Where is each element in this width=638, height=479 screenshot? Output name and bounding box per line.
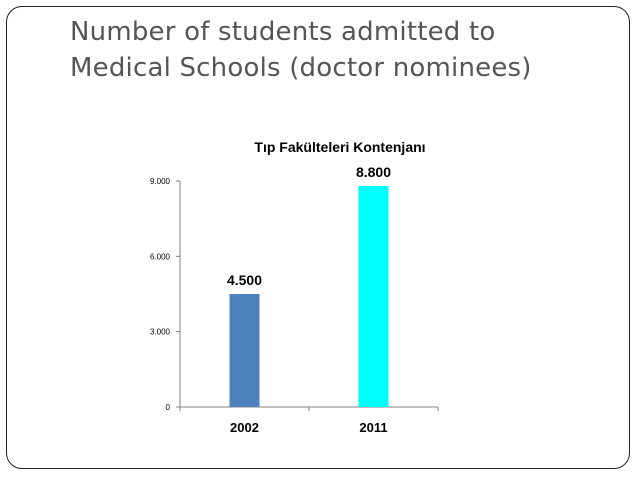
x-tick-label: 2011 xyxy=(359,420,387,435)
y-axis: 0 3.000 6.000 9.000 xyxy=(150,177,181,412)
slide-title-line-1: Number of students admitted to xyxy=(70,17,496,47)
data-labels: 4.500 8.800 xyxy=(227,164,391,288)
data-label-2002: 4.500 xyxy=(227,272,262,288)
slide-title: Number of students admitted to Medical S… xyxy=(70,14,610,86)
x-tick-label: 2002 xyxy=(230,420,259,435)
bars xyxy=(229,186,389,407)
slide-title-line-2: Medical Schools (doctor nominees) xyxy=(70,53,532,83)
data-label-2011: 8.800 xyxy=(356,164,391,180)
bar-2011 xyxy=(358,186,389,407)
y-tick-label: 6.000 xyxy=(150,252,171,261)
chart-title: Tıp Fakülteleri Kontenjanı xyxy=(254,139,425,155)
slide-frame xyxy=(6,6,630,469)
y-tick-label: 3.000 xyxy=(150,328,171,337)
y-tick-label: 9.000 xyxy=(150,177,171,186)
x-axis: 2002 2011 xyxy=(179,406,439,435)
y-tick-label: 0 xyxy=(166,403,171,412)
bar-2002 xyxy=(229,294,260,407)
